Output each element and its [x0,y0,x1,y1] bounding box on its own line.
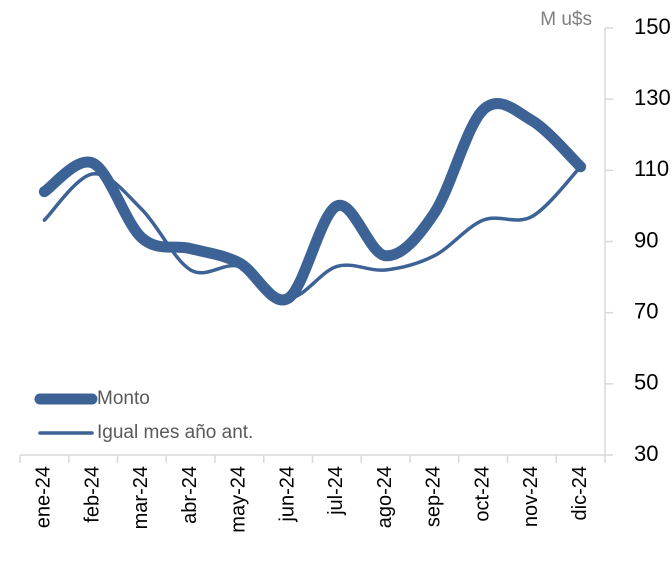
y-tick-label: 110 [634,156,669,181]
x-tick-label: mar-24 [130,466,152,529]
x-tick-label: sep-24 [423,466,445,527]
y-tick-label: 70 [634,298,658,323]
x-tick-label: may-24 [228,466,250,533]
x-tick-label: abr-24 [179,466,201,524]
x-tick-label: feb-24 [81,466,103,523]
x-tick-label: jul-24 [325,466,347,516]
x-tick-label: oct-24 [471,466,493,522]
y-tick-label: 150 [634,14,671,39]
x-tick-label: jun-24 [276,466,298,523]
y-tick-label: 50 [634,370,658,395]
x-tick-label: ago-24 [374,466,396,528]
y-tick-label: 30 [634,441,658,466]
legend-label: Monto [97,388,150,409]
y-tick-label: 130 [634,85,671,110]
series-line [38,98,587,306]
y-tick-label: 90 [634,227,658,252]
legend-label: Igual mes año ant. [97,422,253,443]
series-line [42,165,583,301]
x-tick-label: ene-24 [33,466,55,528]
x-tick-label: dic-24 [569,466,591,520]
x-tick-label: nov-24 [520,466,542,527]
axis-label: M u$s [540,9,592,30]
